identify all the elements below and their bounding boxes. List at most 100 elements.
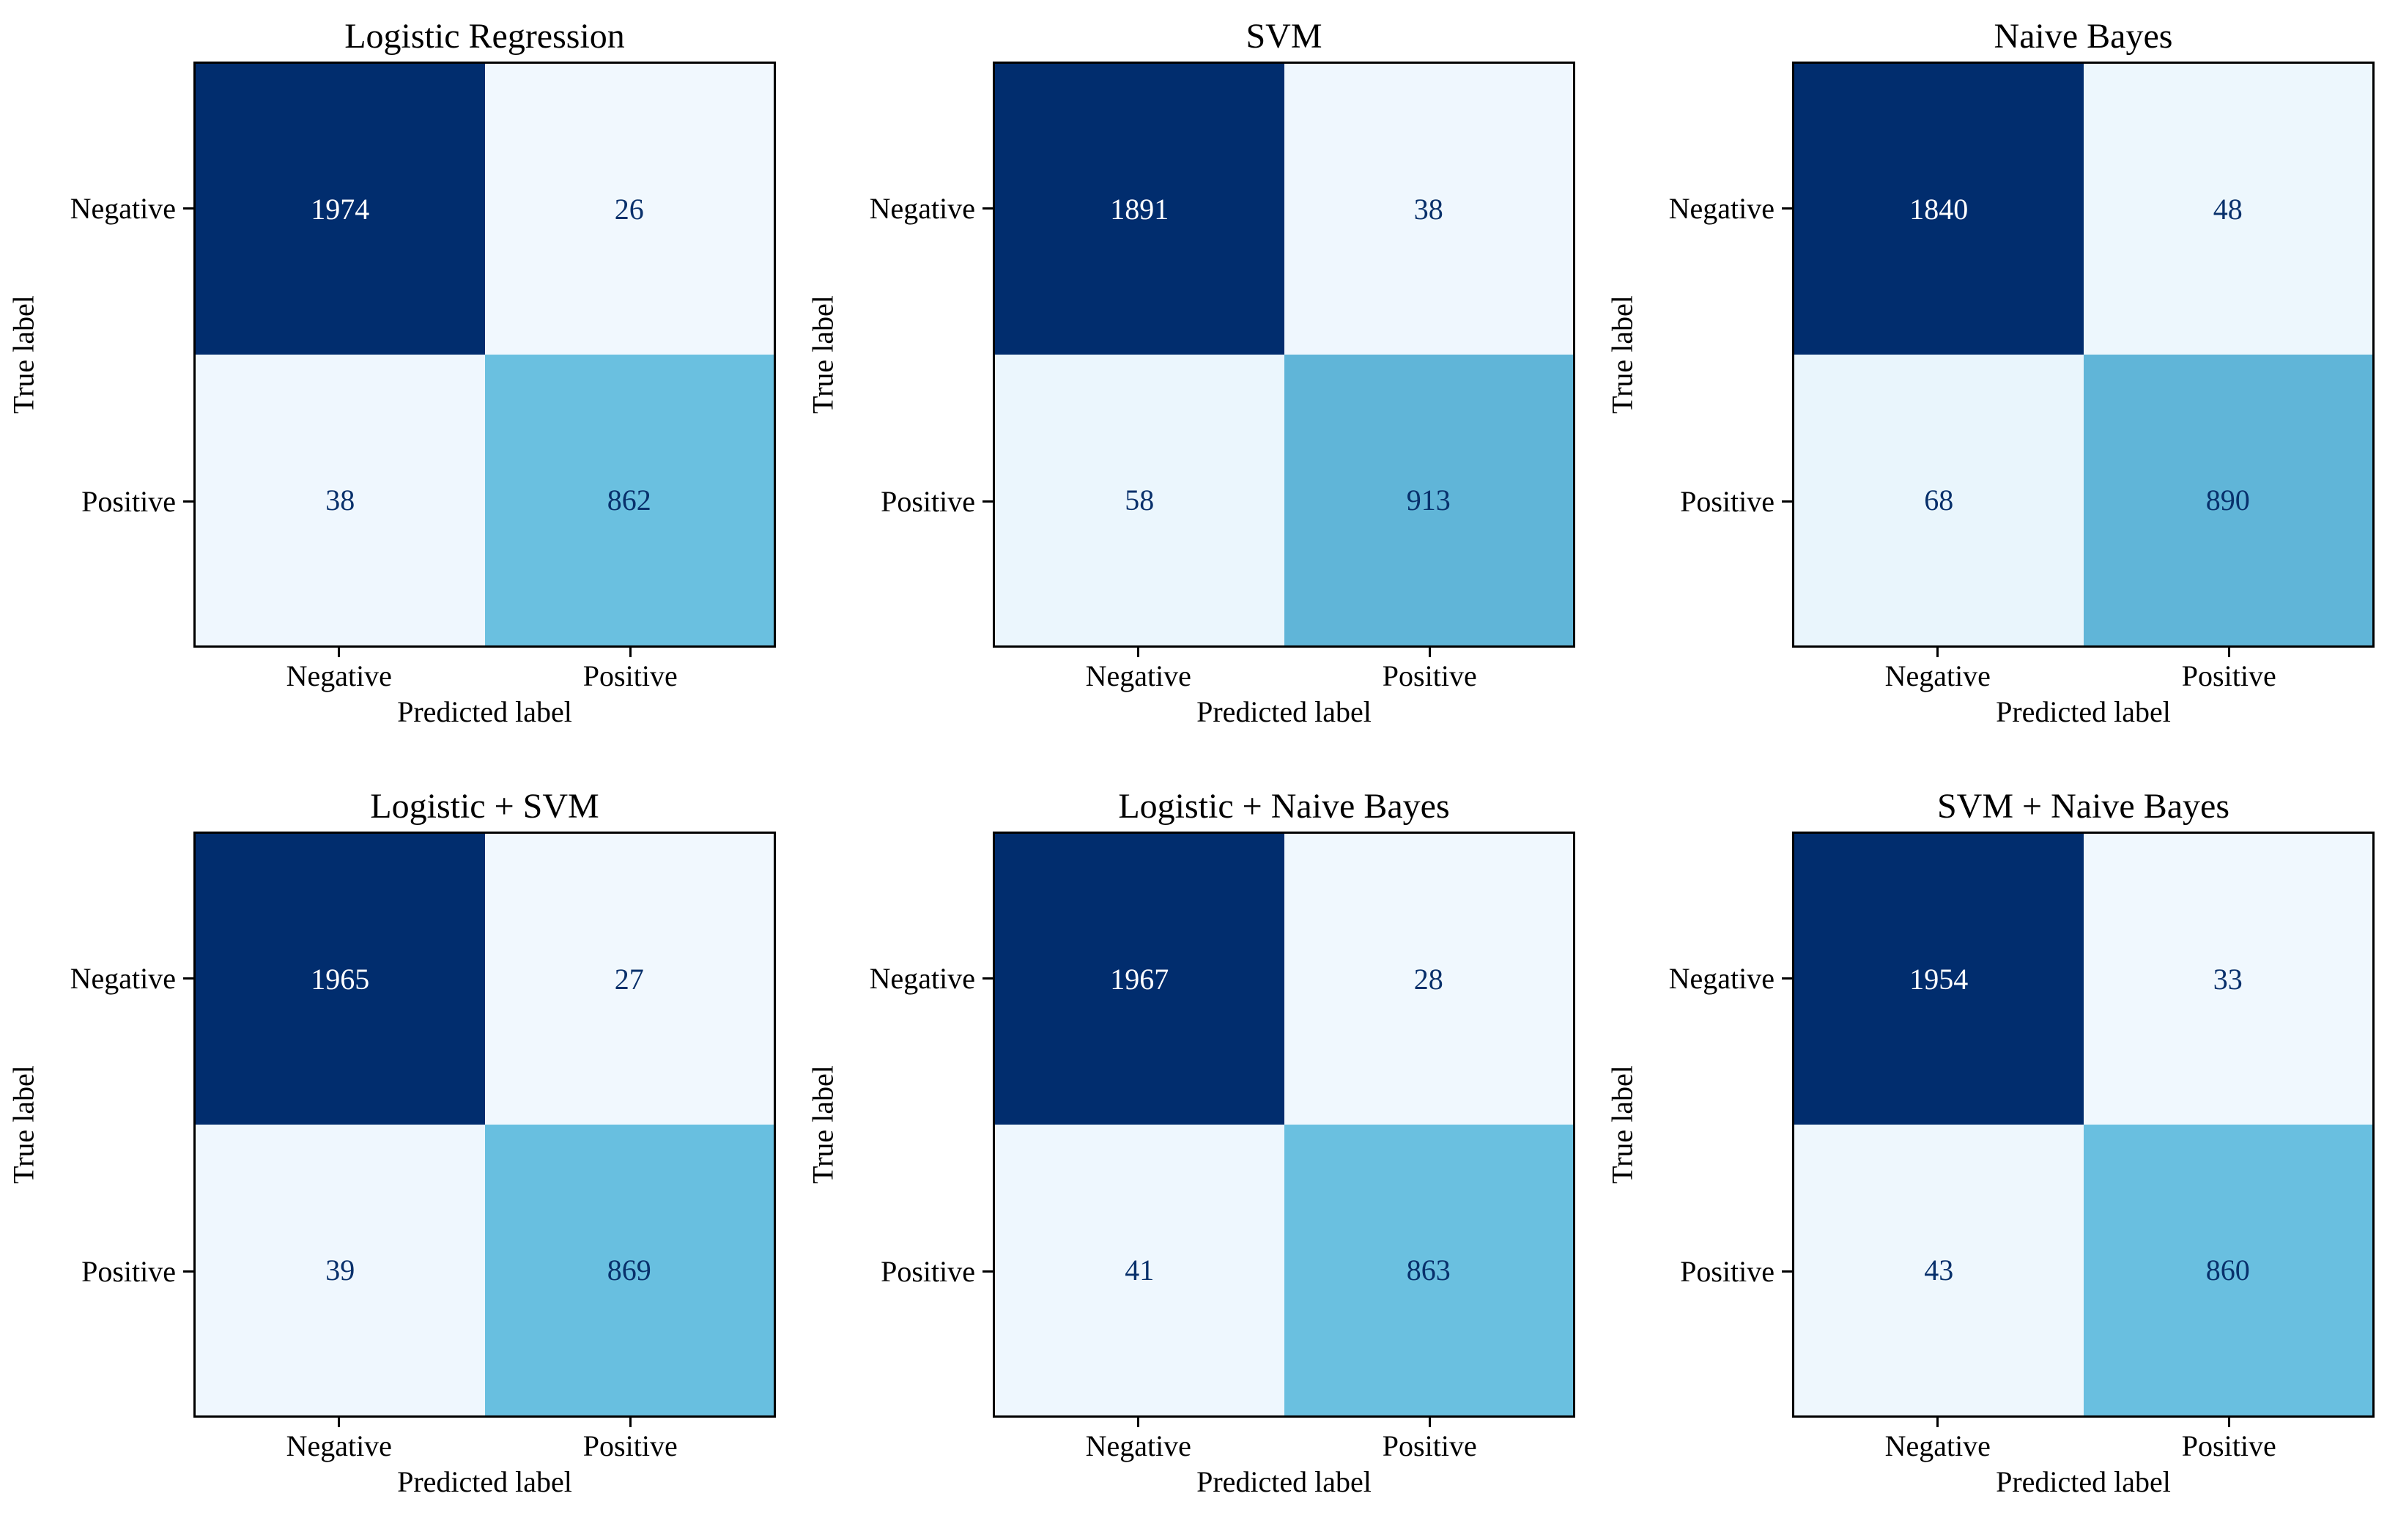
x-tick-mark [1428, 648, 1431, 657]
x-tick-label-text: Positive [1382, 1429, 1477, 1462]
y-tick-label-negative: Negative [1646, 62, 1792, 355]
x-tick-label-negative: Negative [193, 648, 485, 693]
x-tick-label-positive: Positive [2084, 648, 2375, 693]
x-tick-mark [1936, 1418, 1939, 1427]
subplot-svm-naive-bayes: SVM + Naive Bayes True label Negative Posit… [1599, 770, 2398, 1540]
x-tick-label-text: Positive [2181, 659, 2276, 692]
x-tick-label-negative: Negative [993, 648, 1284, 693]
matrix-cell-1-1: 862 [484, 355, 774, 645]
y-tick-label-negative: Negative [846, 62, 993, 355]
y-axis-label-box: True label [0, 832, 47, 1418]
x-tick-labels: Negative Positive [193, 1418, 776, 1463]
x-tick-mark [2227, 1418, 2230, 1427]
matrix-cell-0-1: 26 [484, 64, 774, 355]
matrix-cell-1-0: 68 [1794, 355, 2084, 645]
y-tick-mark [982, 207, 993, 210]
y-tick-label-text: Negative [1668, 191, 1775, 225]
x-axis-label: Predicted label [1996, 695, 2171, 728]
y-axis-label: True label [7, 295, 40, 414]
x-axis-label: Predicted label [1196, 695, 1372, 728]
subplot-title: Naive Bayes [1994, 17, 2173, 56]
matrix-cell-0-0: 1967 [995, 834, 1284, 1125]
x-tick-mark [629, 648, 632, 657]
x-tick-label-positive: Positive [1284, 648, 1576, 693]
y-tick-label-positive: Positive [1646, 355, 1792, 648]
x-tick-mark [1936, 648, 1939, 657]
x-tick-label-text: Negative [1884, 659, 1991, 692]
y-axis-label-box: True label [1599, 832, 1646, 1418]
matrix-cell-1-1: 890 [2083, 355, 2372, 645]
x-tick-label-negative: Negative [1792, 1418, 2084, 1463]
x-tick-label-text: Negative [1085, 1429, 1191, 1462]
y-axis-label: True label [1605, 1065, 1639, 1184]
y-tick-labels: Negative Positive [47, 62, 193, 648]
x-axis-label: Predicted label [397, 1465, 572, 1498]
subplot-title: SVM + Naive Bayes [1936, 787, 2230, 826]
x-tick-mark [1137, 1418, 1140, 1427]
x-tick-label-text: Negative [286, 659, 392, 692]
matrix-cell-1-0: 39 [196, 1125, 485, 1415]
x-axis-label: Predicted label [1196, 1465, 1372, 1498]
matrix-cell-1-1: 913 [1284, 355, 1573, 645]
subplot-title: Logistic Regression [344, 17, 625, 56]
x-tick-label-text: Negative [286, 1429, 392, 1462]
y-tick-label-text: Positive [881, 484, 975, 518]
y-tick-label-text: Positive [1680, 484, 1775, 518]
x-tick-label-text: Positive [582, 1429, 678, 1462]
x-tick-labels: Negative Positive [1792, 648, 2375, 693]
y-tick-labels: Negative Positive [1646, 832, 1792, 1418]
x-tick-label-positive: Positive [485, 648, 777, 693]
matrix-cell-1-0: 58 [995, 355, 1284, 645]
x-tick-labels: Negative Positive [193, 648, 776, 693]
matrix-cell-0-1: 38 [1284, 64, 1573, 355]
subplot-title: SVM [1246, 17, 1322, 56]
heatmap-matrix: 1974 26 38 862 [193, 62, 776, 648]
y-tick-mark [1782, 1270, 1792, 1273]
matrix-cell-0-1: 27 [484, 834, 774, 1125]
y-tick-labels: Negative Positive [1646, 62, 1792, 648]
y-axis-label: True label [7, 1065, 40, 1184]
x-tick-label-negative: Negative [993, 1418, 1284, 1463]
y-tick-label-positive: Positive [846, 355, 993, 648]
y-tick-mark [183, 1270, 193, 1273]
y-tick-label-negative: Negative [846, 832, 993, 1125]
y-tick-label-positive: Positive [47, 1125, 193, 1418]
y-tick-label-positive: Positive [846, 1125, 993, 1418]
y-tick-label-text: Positive [81, 1254, 176, 1288]
y-axis-label-box: True label [799, 62, 846, 648]
y-tick-label-negative: Negative [47, 62, 193, 355]
x-tick-label-positive: Positive [2084, 1418, 2375, 1463]
y-tick-labels: Negative Positive [846, 62, 993, 648]
heatmap-matrix: 1965 27 39 869 [193, 832, 776, 1418]
matrix-cell-0-0: 1954 [1794, 834, 2084, 1125]
subplot-title: Logistic + SVM [370, 787, 599, 826]
x-tick-mark [1137, 648, 1140, 657]
y-tick-mark [1782, 977, 1792, 980]
matrix-cell-1-1: 869 [484, 1125, 774, 1415]
subplot-naive-bayes: Naive Bayes True label Negative Positive 184… [1599, 0, 2398, 770]
matrix-cell-1-0: 41 [995, 1125, 1284, 1415]
y-tick-label-text: Positive [1680, 1254, 1775, 1288]
y-tick-label-positive: Positive [1646, 1125, 1792, 1418]
x-tick-labels: Negative Positive [993, 1418, 1575, 1463]
matrix-cell-0-0: 1965 [196, 834, 485, 1125]
x-axis-label: Predicted label [397, 695, 572, 728]
subplot-logistic-regression: Logistic Regression True label Negative Pos… [0, 0, 799, 770]
heatmap-matrix: 1967 28 41 863 [993, 832, 1575, 1418]
heatmap-matrix: 1891 38 58 913 [993, 62, 1575, 648]
y-tick-label-negative: Negative [1646, 832, 1792, 1125]
y-tick-label-text: Negative [869, 191, 975, 225]
matrix-cell-1-0: 43 [1794, 1125, 2084, 1415]
x-tick-mark [338, 1418, 341, 1427]
heatmap-matrix: 1954 33 43 860 [1792, 832, 2375, 1418]
y-tick-mark [1782, 500, 1792, 503]
subplot-title: Logistic + Naive Bayes [1118, 787, 1450, 826]
x-tick-label-text: Positive [2181, 1429, 2276, 1462]
x-tick-label-positive: Positive [1284, 1418, 1576, 1463]
y-axis-label: True label [806, 1065, 840, 1184]
y-tick-label-text: Positive [81, 484, 176, 518]
x-tick-label-text: Negative [1884, 1429, 1991, 1462]
x-tick-label-positive: Positive [485, 1418, 777, 1463]
x-tick-label-text: Positive [1382, 659, 1477, 692]
